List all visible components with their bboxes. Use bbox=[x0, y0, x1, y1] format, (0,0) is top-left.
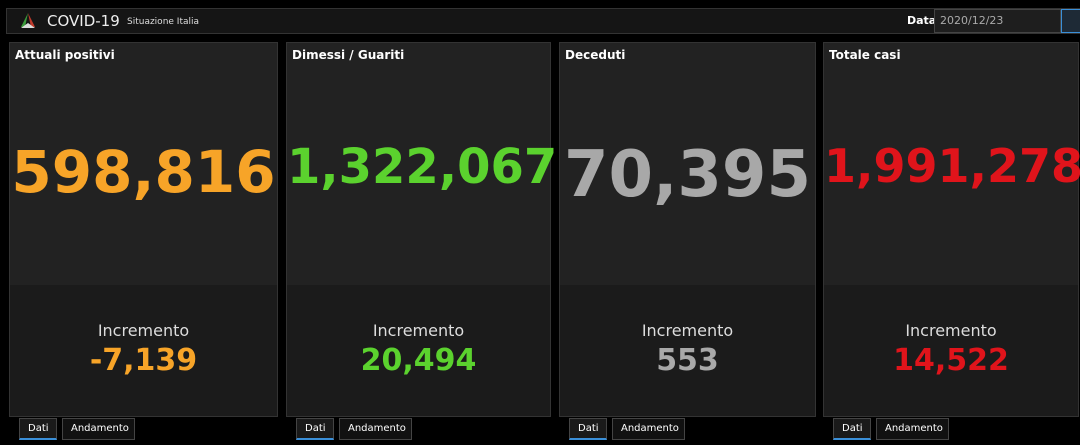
increment-label: Incremento bbox=[97, 321, 190, 340]
tab-dati[interactable]: Dati bbox=[569, 418, 607, 440]
card-title: Attuali positivi bbox=[15, 48, 115, 62]
stat-card: Dimessi / Guariti 1,322,067 Incremento 20,4… bbox=[286, 42, 558, 417]
card-footer: Incremento -7,139 bbox=[10, 285, 277, 416]
tab-andamento[interactable]: Andamento bbox=[339, 418, 412, 440]
card-footer: Incremento 14,522 bbox=[824, 285, 1078, 416]
card-value: 70,395 bbox=[564, 138, 811, 212]
app-subtitle: Situazione Italia bbox=[127, 17, 200, 27]
card-title: Deceduti bbox=[565, 48, 626, 62]
card-title: Totale casi bbox=[829, 48, 901, 62]
stat-card: Attuali positivi 598,816 Incremento -7,139 bbox=[9, 42, 278, 417]
tab-dati[interactable]: Dati bbox=[296, 418, 334, 440]
card-value: 1,322,067 bbox=[287, 139, 558, 195]
card-title: Dimessi / Guariti bbox=[292, 48, 405, 62]
logo bbox=[21, 13, 35, 28]
app-title: COVID-19 bbox=[47, 12, 120, 30]
increment-value: 14,522 bbox=[893, 343, 1009, 378]
date-label: Data bbox=[907, 14, 937, 27]
stat-card: Deceduti 70,395 Incremento 553 bbox=[559, 42, 816, 417]
increment-label: Incremento bbox=[905, 321, 997, 340]
date-input[interactable]: 2020/12/23 bbox=[934, 9, 1061, 33]
calendar-button[interactable] bbox=[1061, 9, 1080, 33]
card-value: 1,991,278 bbox=[824, 139, 1080, 193]
increment-label: Incremento bbox=[641, 321, 734, 340]
card-value: 598,816 bbox=[11, 138, 276, 206]
card-footer: Incremento 553 bbox=[560, 285, 815, 416]
tab-dati[interactable]: Dati bbox=[19, 418, 57, 440]
increment-value: 553 bbox=[656, 343, 719, 378]
tab-andamento[interactable]: Andamento bbox=[876, 418, 949, 440]
header-bar: COVID-19 Situazione Italia Data 2020/12/… bbox=[6, 8, 1080, 34]
increment-label: Incremento bbox=[372, 321, 465, 340]
card-footer: Incremento 20,494 bbox=[287, 285, 550, 416]
stat-card: Totale casi 1,991,278 Incremento 14,522 bbox=[823, 42, 1080, 417]
increment-value: 20,494 bbox=[360, 343, 477, 378]
tab-dati[interactable]: Dati bbox=[833, 418, 871, 440]
increment-value: -7,139 bbox=[89, 343, 198, 378]
tab-andamento[interactable]: Andamento bbox=[612, 418, 685, 440]
tab-andamento[interactable]: Andamento bbox=[62, 418, 135, 440]
